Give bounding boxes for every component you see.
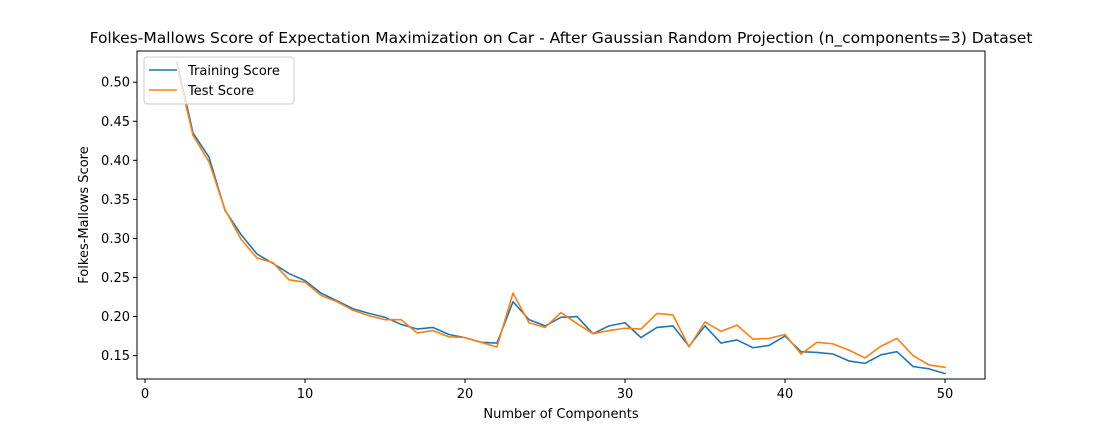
chart-title: Folkes-Mallows Score of Expectation Maxi…: [90, 29, 1033, 48]
y-tick-label: 0.15: [101, 349, 130, 364]
legend-label-training-score: Training Score: [187, 64, 280, 79]
series-line-test-score: [176, 66, 946, 369]
x-axis: 0 10 20 30 40 50: [141, 379, 953, 402]
x-tick-label: 10: [297, 387, 314, 402]
legend: Training Score Test Score: [143, 56, 295, 105]
y-tick-label: 0.35: [101, 193, 130, 208]
y-tick-label: 0.40: [101, 154, 130, 169]
y-tick-label: 0.20: [101, 310, 130, 325]
plot-area: [137, 51, 985, 379]
series-line-training-score: [176, 60, 946, 375]
legend-label-test-score: Test Score: [187, 84, 254, 99]
x-axis-label: Number of Components: [483, 407, 638, 422]
x-tick-label: 40: [777, 387, 794, 402]
y-axis-label: Folkes-Mallows Score: [77, 146, 92, 283]
legend-box: [143, 56, 295, 105]
y-tick-label: 0.25: [101, 271, 130, 286]
plot-frame: [136, 50, 986, 380]
x-tick-label: 0: [141, 387, 149, 402]
y-tick-label: 0.30: [101, 232, 130, 247]
y-tick-label: 0.50: [101, 76, 130, 91]
x-tick-label: 50: [937, 387, 954, 402]
x-tick-label: 20: [457, 387, 474, 402]
y-axis: 0.15 0.20 0.25 0.30 0.35 0.40 0.45 0.50: [101, 76, 137, 364]
y-tick-label: 0.45: [101, 115, 130, 130]
series-layer: [176, 60, 946, 375]
x-tick-label: 30: [617, 387, 634, 402]
